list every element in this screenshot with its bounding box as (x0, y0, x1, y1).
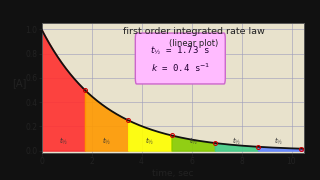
FancyBboxPatch shape (135, 33, 225, 84)
Text: $t_{½}$: $t_{½}$ (274, 135, 283, 146)
Text: (linear plot): (linear plot) (169, 39, 219, 48)
Text: $t_{½}$: $t_{½}$ (102, 135, 111, 146)
Text: $t_{½}$: $t_{½}$ (188, 135, 198, 146)
Y-axis label: [A]: [A] (12, 78, 27, 88)
Text: $t_{½}$: $t_{½}$ (145, 135, 155, 146)
X-axis label: time, sec: time, sec (152, 169, 194, 178)
Text: $t_{½}$: $t_{½}$ (232, 135, 241, 146)
Text: $t_{½}$: $t_{½}$ (59, 135, 68, 146)
Text: $t_{½}$ = 1.73 s: $t_{½}$ = 1.73 s (150, 44, 210, 55)
Text: $k$ = 0.4 s$^{-1}$: $k$ = 0.4 s$^{-1}$ (151, 61, 210, 74)
Text: first order integrated rate law: first order integrated rate law (123, 27, 265, 36)
